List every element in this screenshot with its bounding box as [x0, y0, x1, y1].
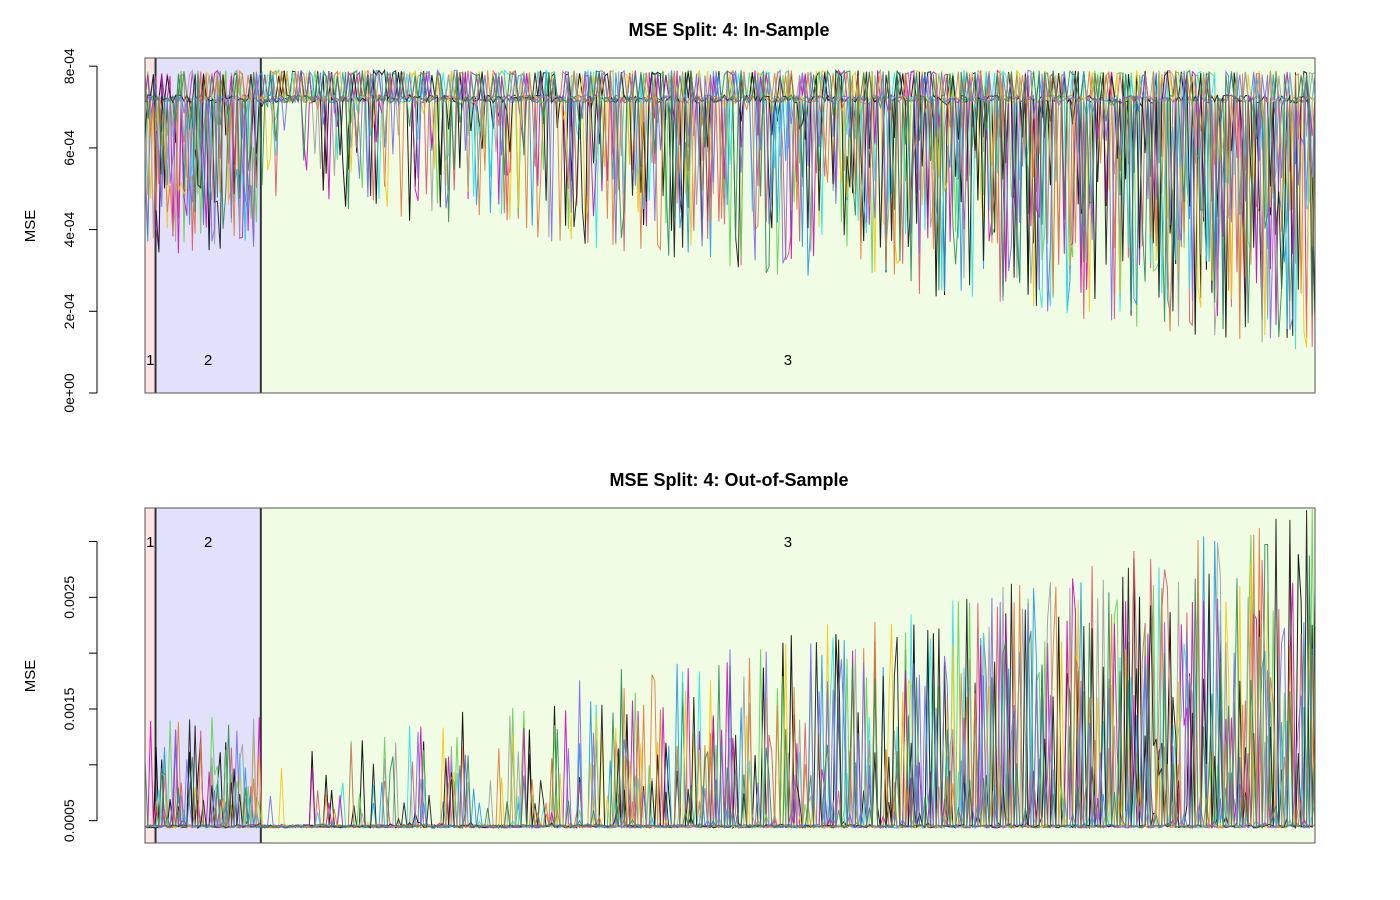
- out-of-sample-region-labels: 1 2 3: [146, 534, 792, 551]
- series-line-7: [144, 69, 1316, 348]
- region-2-label: 2: [204, 352, 212, 369]
- in-sample-plot-border: [144, 57, 1316, 394]
- region-1-label: 1: [146, 534, 154, 551]
- series-line-12: [144, 69, 1316, 338]
- in-sample-series: [144, 68, 1316, 350]
- out-of-sample-title: MSE Split: 4: Out-of-Sample: [609, 470, 848, 490]
- series-line-8: [144, 542, 1316, 829]
- y-tick-label: 4e-04: [61, 211, 77, 247]
- out-of-sample-y-axis-label: MSE: [22, 660, 39, 693]
- y-tick-label: 0.0015: [61, 687, 77, 730]
- in-sample-y-axis-label: MSE: [22, 210, 39, 243]
- y-tick-label: 6e-04: [61, 130, 77, 166]
- region-1-band: [145, 508, 156, 843]
- series-line-12: [144, 544, 1316, 830]
- region-1-label: 1: [146, 352, 154, 369]
- out-of-sample-series: [144, 508, 1316, 830]
- in-sample-region-labels: 1 2 3: [146, 352, 792, 369]
- region-1-band: [145, 58, 156, 393]
- series-line-5: [144, 68, 1316, 350]
- out-of-sample-y-axis: 0.0005 0.0015 0.0025: [61, 541, 98, 842]
- y-tick-label: 8e-04: [61, 48, 77, 84]
- in-sample-title: MSE Split: 4: In-Sample: [628, 20, 829, 40]
- y-tick-label: 2e-04: [61, 293, 77, 329]
- y-tick-label: 0e+00: [61, 373, 77, 413]
- out-of-sample-plot-border: [144, 507, 1316, 844]
- in-sample-panel: MSE Split: 4: In-Sample 1 2 3 0e+00 2e-04 4e…: [22, 20, 1316, 413]
- region-3-label: 3: [784, 352, 792, 369]
- y-tick-label: 0.0005: [61, 799, 77, 842]
- in-sample-y-axis: 0e+00 2e-04 4e-04 6e-04 8e-04: [61, 48, 98, 413]
- y-tick-label: 0.0025: [61, 576, 77, 619]
- region-3-label: 3: [784, 534, 792, 551]
- region-2-label: 2: [204, 534, 212, 551]
- series-line-8: [144, 69, 1316, 343]
